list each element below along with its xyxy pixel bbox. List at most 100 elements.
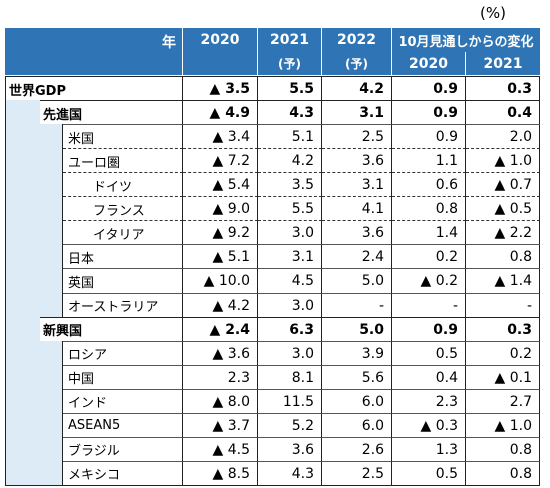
- cell: 0.6: [392, 172, 466, 198]
- cell: 3.9: [322, 340, 392, 366]
- cell: ▲ 1.4: [466, 268, 540, 294]
- cell: 3.6: [322, 148, 392, 174]
- cell: ▲ 1.0: [466, 412, 540, 438]
- indent: [5, 364, 63, 390]
- cell: 2.5: [322, 124, 392, 150]
- cell: ▲ 9.2: [183, 220, 258, 246]
- unit: (%): [480, 4, 506, 22]
- cell: 0.3: [466, 76, 540, 102]
- indent: [5, 460, 63, 486]
- indent: [5, 436, 63, 462]
- indent: [5, 148, 63, 174]
- cell: 2.3: [392, 388, 466, 414]
- cell: 5.6: [322, 364, 392, 390]
- indent: [5, 412, 63, 438]
- header-sub: (予): [322, 52, 392, 75]
- indent: [5, 172, 63, 198]
- cell: ▲ 7.2: [183, 148, 258, 174]
- row-label: イタリア: [63, 220, 183, 246]
- cell: ▲ 0.3: [392, 412, 466, 438]
- indent: [5, 316, 40, 342]
- cell: 2.7: [466, 388, 540, 414]
- cell: 4.3: [258, 100, 322, 126]
- header-col: 2021: [258, 28, 322, 52]
- row-label: ブラジル: [63, 436, 183, 462]
- cell: ▲ 0.2: [392, 268, 466, 294]
- cell: ▲ 3.6: [183, 340, 258, 366]
- cell: 2.3: [183, 364, 258, 390]
- cell: 4.5: [258, 268, 322, 294]
- cell: 5.2: [258, 412, 322, 438]
- indent: [5, 220, 63, 246]
- cell: 0.9: [392, 316, 466, 342]
- cell: ▲ 4.2: [183, 292, 258, 318]
- cell: ▲ 3.5: [183, 76, 258, 102]
- cell: 0.9: [392, 124, 466, 150]
- cell: 3.1: [258, 244, 322, 270]
- cell: -: [322, 292, 392, 318]
- cell: 4.3: [258, 460, 322, 486]
- cell: 0.2: [392, 244, 466, 270]
- row-label: 新興国: [40, 316, 183, 342]
- cell: 6.3: [258, 316, 322, 342]
- cell: 1.3: [392, 436, 466, 462]
- cell: 3.0: [258, 220, 322, 246]
- cell: ▲ 4.9: [183, 100, 258, 126]
- cell: 2.5: [322, 460, 392, 486]
- cell: 6.0: [322, 388, 392, 414]
- cell: 5.0: [322, 268, 392, 294]
- indent: [5, 340, 63, 366]
- cell: 4.1: [322, 196, 392, 222]
- cell: 0.8: [392, 196, 466, 222]
- cell: 0.9: [392, 76, 466, 102]
- cell: ▲ 2.2: [466, 220, 540, 246]
- cell: -: [466, 292, 540, 318]
- header-sub: (予): [258, 52, 322, 75]
- cell: 3.0: [258, 340, 322, 366]
- cell: 4.2: [258, 148, 322, 174]
- cell: 11.5: [258, 388, 322, 414]
- cell: ▲ 0.1: [466, 364, 540, 390]
- header-col: 2020: [183, 28, 258, 52]
- cell: 0.8: [466, 460, 540, 486]
- cell: 3.1: [322, 172, 392, 198]
- cell: 0.4: [466, 100, 540, 126]
- cell: 0.3: [466, 316, 540, 342]
- header-change-col: 2020: [392, 52, 466, 75]
- indent: [5, 292, 63, 318]
- row-label: ドイツ: [63, 172, 183, 198]
- cell: 3.6: [258, 436, 322, 462]
- cell: 2.6: [322, 436, 392, 462]
- cell: ▲ 5.1: [183, 244, 258, 270]
- cell: 3.1: [322, 100, 392, 126]
- cell: 0.4: [392, 364, 466, 390]
- cell: -: [392, 292, 466, 318]
- cell: ▲ 8.5: [183, 460, 258, 486]
- cell: 0.5: [392, 460, 466, 486]
- cell: ▲ 1.0: [466, 148, 540, 174]
- cell: 5.5: [258, 76, 322, 102]
- header-change-col: 2021: [466, 52, 540, 75]
- cell: 3.6: [322, 220, 392, 246]
- cell: 0.8: [466, 436, 540, 462]
- row-label: インド: [63, 388, 183, 414]
- cell: 5.5: [258, 196, 322, 222]
- cell: ▲ 5.4: [183, 172, 258, 198]
- cell: 1.1: [392, 148, 466, 174]
- row-label: ロシア: [63, 340, 183, 366]
- row-label: 米国: [63, 124, 183, 150]
- header-change: 10月見通しからの変化: [392, 28, 540, 52]
- row-label: 英国: [63, 268, 183, 294]
- cell: 5.0: [322, 316, 392, 342]
- row-label: ASEAN5: [63, 412, 183, 438]
- cell: ▲ 3.4: [183, 124, 258, 150]
- cell: ▲ 0.5: [466, 196, 540, 222]
- cell: ▲ 4.5: [183, 436, 258, 462]
- row-label: 世界GDP: [5, 76, 183, 102]
- cell: 0.8: [466, 244, 540, 270]
- row-label: ユーロ圏: [63, 148, 183, 174]
- cell: ▲ 8.0: [183, 388, 258, 414]
- row-label: 先進国: [40, 100, 183, 126]
- cell: ▲ 9.0: [183, 196, 258, 222]
